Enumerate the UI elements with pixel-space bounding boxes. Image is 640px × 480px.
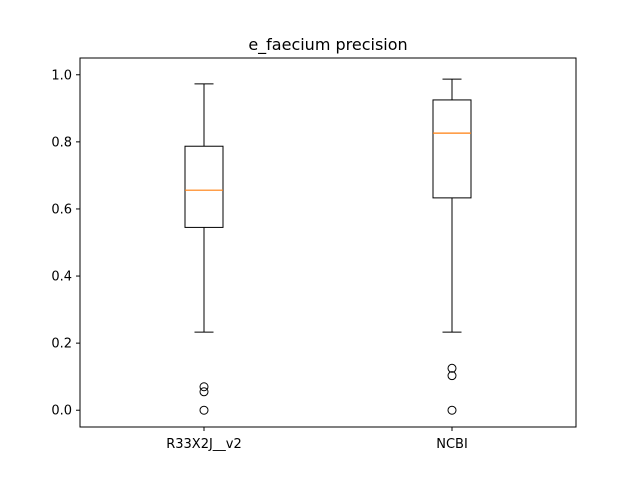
y-tick-label: 0.2 [51,337,72,352]
x-tick-label: R33X2J__v2 [166,437,242,452]
outlier-point [199,382,209,392]
iqr-box [184,145,224,228]
outlier-point [199,405,209,415]
outlier-point [447,405,457,415]
y-tick-label: 1.0 [51,68,72,83]
x-tick-label: NCBI [436,437,468,452]
y-tick-label: 0.4 [51,270,72,285]
iqr-box [432,99,472,199]
plot-area: 0.0 0.2 0.4 0.6 0.8 1.0 R33X2J__v2 NCBI [51,68,472,452]
outlier-point [447,363,457,373]
outlier-point [447,371,457,381]
y-tick-label: 0.0 [51,404,72,419]
axes-frame [79,57,577,428]
y-tick-label: 0.6 [51,202,72,217]
outlier-point [199,387,209,397]
y-tick-label: 0.8 [51,135,72,150]
chart-title: e_faecium precision [248,35,407,55]
